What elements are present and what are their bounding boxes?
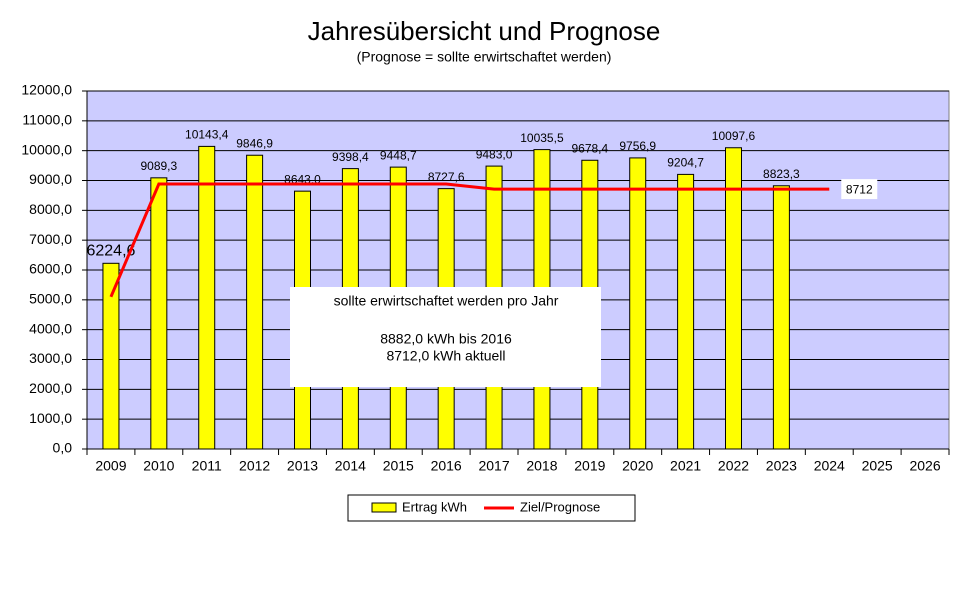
line-label-box <box>841 179 878 200</box>
bar <box>677 173 695 450</box>
bar-value-label: 9678,4 <box>571 141 608 155</box>
bar-value-label: 9756,9 <box>619 139 656 153</box>
line-series <box>109 182 830 298</box>
y-tick-label: 5000,0 <box>29 291 72 307</box>
bar-value-label: 9846,9 <box>236 136 273 150</box>
annotation-text: sollte erwirtschaftet werden pro Jahr <box>334 293 559 309</box>
y-tick-label: 7000,0 <box>29 231 72 247</box>
x-tick-label: 2015 <box>383 458 414 474</box>
x-tick-label: 2022 <box>718 458 749 474</box>
x-tick-label: 2025 <box>862 458 893 474</box>
bar-value-label: 10097,6 <box>712 129 756 143</box>
x-tick-label: 2017 <box>478 458 509 474</box>
bar <box>150 177 168 450</box>
bar-value-label: 10143,4 <box>185 128 229 142</box>
x-tick-label: 2026 <box>909 458 940 474</box>
x-tick-label: 2023 <box>766 458 797 474</box>
y-tick-label: 8000,0 <box>29 201 72 217</box>
legend-label: Ertrag kWh <box>402 499 467 514</box>
y-tick-label: 1000,0 <box>29 410 72 426</box>
annotation-box <box>290 287 601 387</box>
x-tick-label: 2011 <box>192 458 222 474</box>
bar-value-label: 8727,6 <box>428 170 465 184</box>
annotation-text: 8882,0 kWh bis 2016 <box>380 331 512 347</box>
bar <box>629 157 647 450</box>
bar-value-label: 9089,3 <box>140 159 177 173</box>
line-value-label: 8712 <box>846 182 873 196</box>
bar-value-label: 9204,7 <box>667 156 704 170</box>
x-tick-label: 2016 <box>431 458 462 474</box>
bar-value-label: 9448,7 <box>380 148 417 162</box>
bar <box>246 154 264 450</box>
x-tick-label: 2019 <box>574 458 605 474</box>
legend-swatch <box>371 502 397 513</box>
y-tick-label: 9000,0 <box>29 171 72 187</box>
y-tick-label: 4000,0 <box>29 320 72 336</box>
y-tick-label: 11000,0 <box>22 112 72 128</box>
x-tick-label: 2013 <box>287 458 318 474</box>
x-tick-label: 2014 <box>335 458 366 474</box>
y-tick-label: 12000,0 <box>21 82 72 98</box>
x-tick-label: 2009 <box>95 458 126 474</box>
x-tick-label: 2024 <box>814 458 845 474</box>
y-tick-label: 3000,0 <box>29 350 72 366</box>
bar <box>772 185 790 450</box>
y-tick-label: 2000,0 <box>29 380 72 396</box>
x-tick-label: 2010 <box>143 458 174 474</box>
bar <box>102 262 120 450</box>
bar-value-label: 9398,4 <box>332 150 369 164</box>
bar-value-label: 10035,5 <box>520 131 564 145</box>
y-tick-label: 10000,0 <box>21 141 72 157</box>
x-tick-label: 2020 <box>622 458 653 474</box>
bar-value-label: 9483,0 <box>476 147 513 161</box>
bar <box>198 145 216 450</box>
y-tick-label: 6000,0 <box>29 261 72 277</box>
x-tick-label: 2018 <box>526 458 557 474</box>
chart-subtitle: (Prognose = sollte erwirtschaftet werden… <box>357 49 612 65</box>
bar <box>725 147 742 450</box>
chart-title: Jahresübersicht und Prognose <box>308 16 661 46</box>
y-tick-label: 0,0 <box>53 440 73 456</box>
legend-label: Ziel/Prognose <box>520 499 600 514</box>
bar-value-label: 6224,6 <box>86 243 135 260</box>
annotation-text: 8712,0 kWh aktuell <box>386 348 505 364</box>
x-tick-label: 2012 <box>239 458 270 474</box>
x-tick-label: 2021 <box>670 458 701 474</box>
bar-value-label: 8823,3 <box>763 167 800 181</box>
